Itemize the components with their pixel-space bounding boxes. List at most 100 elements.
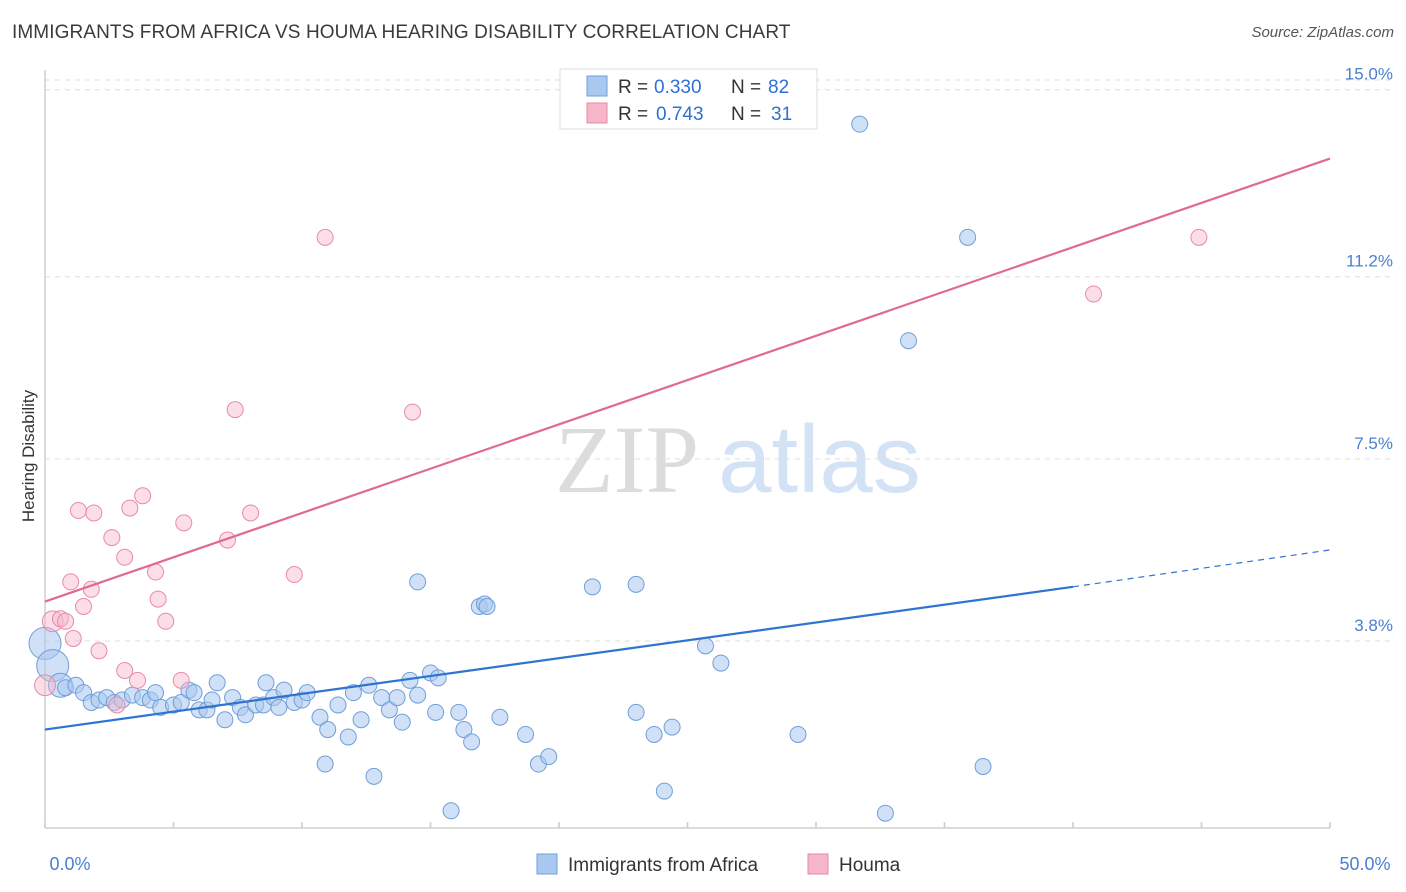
africa-point <box>147 684 165 702</box>
legend-r-label-africa: R = <box>618 77 648 98</box>
africa-point <box>876 804 894 822</box>
x-ticks <box>44 822 1331 828</box>
africa-point <box>275 681 293 699</box>
series-africa-points <box>28 115 992 822</box>
africa-point <box>208 674 226 692</box>
houma-point <box>34 674 56 697</box>
houma-point <box>62 573 80 591</box>
legend-n-value-houma: 31 <box>771 104 792 125</box>
africa-point <box>442 802 460 820</box>
africa-point <box>427 703 445 721</box>
houma-point <box>172 671 190 689</box>
africa-point <box>236 706 254 724</box>
y-tick-labels: 3.8% 7.5% 11.2% 15.0% <box>1345 65 1393 635</box>
africa-point <box>380 701 398 719</box>
africa-point <box>696 637 714 655</box>
legend-r-label-houma: R = <box>618 104 648 125</box>
chart-title: IMMIGRANTS FROM AFRICA VS HOUMA HEARING … <box>12 22 791 43</box>
africa-point <box>645 725 663 743</box>
africa-point <box>329 696 347 714</box>
africa-point <box>352 711 370 729</box>
houma-point <box>242 504 260 522</box>
africa-point <box>491 708 509 726</box>
africa-point <box>974 757 992 775</box>
africa-point <box>429 669 447 687</box>
grid <box>45 79 1395 642</box>
houma-point <box>129 671 147 689</box>
legend-r-value-houma: 0.743 <box>656 104 704 125</box>
x-tick-label-min: 0.0% <box>49 854 90 874</box>
houma-point <box>75 598 93 616</box>
legend-bottom-swatch-houma <box>807 853 829 875</box>
houma-point <box>175 514 193 532</box>
legend-r-value-africa: 0.330 <box>654 77 702 98</box>
legend-bottom-swatch-africa <box>536 853 558 875</box>
houma-point <box>116 548 134 566</box>
africa-point <box>344 684 362 702</box>
houma-point <box>1190 228 1208 246</box>
houma-trend-line <box>44 157 1331 603</box>
africa-point <box>319 721 337 739</box>
africa-point <box>455 721 473 739</box>
watermark-atlas: atlas <box>718 406 921 513</box>
africa-point <box>517 725 535 743</box>
legend-stats: R = 0.330 N = 82 R = 0.743 N = 31 <box>559 68 818 130</box>
legend-swatch-houma <box>586 102 608 124</box>
watermark-zip: ZIP <box>555 406 699 513</box>
africa-point <box>583 578 601 596</box>
africa-point <box>339 728 357 746</box>
houma-point <box>90 642 108 660</box>
africa-point <box>627 703 645 721</box>
africa-point <box>959 228 977 246</box>
africa-point <box>409 686 427 704</box>
houma-point <box>121 499 139 517</box>
houma-point <box>226 401 244 419</box>
africa-point <box>316 755 334 773</box>
africa-point <box>851 115 869 133</box>
houma-point <box>149 590 167 608</box>
houma-point <box>57 612 75 630</box>
houma-point <box>108 696 126 714</box>
africa-point <box>900 332 918 350</box>
houma-point <box>103 529 121 547</box>
africa-point <box>450 703 468 721</box>
series-houma-points <box>34 228 1208 714</box>
africa-trend-extension <box>1072 549 1331 588</box>
trend-lines <box>44 157 1331 731</box>
houma-point <box>134 487 152 505</box>
legend-n-value-africa: 82 <box>768 77 789 98</box>
africa-point <box>627 575 645 593</box>
africa-point <box>311 708 329 726</box>
source-label: Source: ZipAtlas.com <box>1251 24 1394 41</box>
africa-point <box>540 748 558 766</box>
africa-point <box>203 691 221 709</box>
houma-point <box>116 661 134 679</box>
legend-bottom-label-houma: Houma <box>839 855 901 876</box>
africa-trend-line <box>44 585 1074 731</box>
africa-point <box>478 598 496 616</box>
africa-point <box>712 654 730 672</box>
watermark: ZIP atlas <box>555 406 921 513</box>
africa-point <box>409 573 427 591</box>
houma-point <box>157 612 175 630</box>
legend-bottom-label-africa: Immigrants from Africa <box>568 855 758 876</box>
houma-point <box>64 630 82 647</box>
africa-point <box>216 711 234 729</box>
y-tick-label: 11.2% <box>1346 252 1393 271</box>
africa-point <box>388 689 406 707</box>
africa-point <box>789 725 807 743</box>
houma-point <box>1085 285 1103 303</box>
y-tick-label: 3.8% <box>1354 616 1393 635</box>
y-tick-label: 15.0% <box>1345 65 1393 84</box>
houma-point <box>316 228 334 246</box>
africa-point <box>463 733 481 751</box>
africa-point <box>365 767 383 785</box>
legend-series: Immigrants from Africa Houma <box>536 853 901 876</box>
houma-point <box>404 403 422 421</box>
africa-point <box>663 718 681 736</box>
houma-point <box>69 502 87 520</box>
houma-point <box>85 504 103 522</box>
africa-point <box>185 684 203 702</box>
africa-point <box>257 674 275 692</box>
